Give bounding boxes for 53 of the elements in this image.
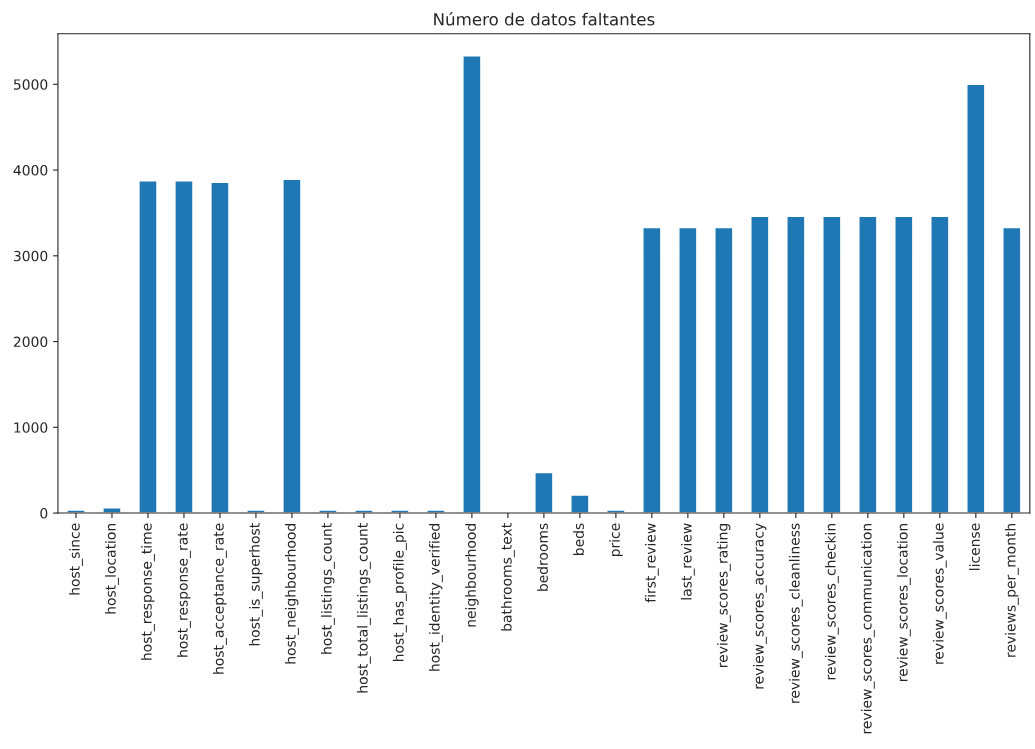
x-tick-label: beds: [573, 523, 584, 555]
bar: [534, 471, 554, 514]
bar: [210, 181, 230, 514]
x-tick-label: review_scores_accuracy: [752, 523, 767, 689]
bar: [174, 180, 194, 514]
x-tick-label: review_scores_cleanliness: [788, 523, 803, 703]
y-tick-label: 1000: [14, 422, 48, 433]
y-tick-label: 4000: [13, 165, 48, 176]
x-tick-label: host_response_time: [141, 523, 155, 660]
x-tick-label: bathrooms_text: [500, 523, 515, 631]
bar: [138, 180, 158, 514]
bar: [786, 215, 806, 514]
x-tick-label: host_total_listings_count: [357, 523, 371, 693]
x-tick-label: host_acceptance_rate: [213, 523, 227, 674]
bar: [966, 83, 986, 514]
x-tick-label: review_scores_rating: [716, 524, 731, 668]
x-tick-label: review_scores_location: [896, 523, 911, 681]
bar: [102, 507, 122, 514]
bar: [570, 494, 590, 514]
x-tick-label: host_identity_verified: [428, 524, 443, 671]
bar: [750, 215, 770, 514]
bar: [822, 215, 842, 514]
x-tick-label: host_is_superhost: [249, 523, 263, 646]
x-tick-label: host_listings_count: [321, 523, 335, 654]
x-tick-label: review_scores_communication: [860, 523, 875, 734]
x-tick-label: host_response_rate: [177, 523, 191, 657]
x-tick-label: host_has_profile_pic: [393, 523, 407, 662]
y-tick-label: 2000: [13, 336, 48, 348]
bar: [678, 226, 698, 514]
y-tick-label: 0: [40, 508, 48, 519]
x-tick-label: price: [609, 523, 623, 557]
x-tick-label: host_since: [69, 523, 83, 595]
y-tick-label: 5000: [13, 79, 48, 90]
bar: [642, 226, 662, 514]
x-tick-label: host_location: [105, 523, 119, 614]
bar: [1002, 226, 1022, 514]
x-tick-label: bedrooms: [537, 523, 548, 591]
x-tick-label: host_neighbourhood: [285, 524, 299, 664]
bar: [858, 215, 878, 514]
bar: [462, 55, 482, 514]
x-tick-label: review_scores_value: [932, 523, 947, 664]
bar: [930, 215, 950, 514]
x-tick-label: last_review: [680, 523, 695, 600]
x-tick-label: neighbourhood: [465, 524, 479, 627]
chart-title: Número de datos faltantes: [434, 12, 655, 26]
bar: [894, 215, 914, 514]
x-tick-label: review_scores_checkin: [824, 523, 839, 680]
bar: [714, 226, 734, 514]
x-tick-label: reviews_per_month: [1004, 523, 1019, 657]
bar: [282, 178, 302, 514]
x-tick-label: license: [969, 523, 980, 570]
x-tick-label: first_review: [644, 523, 659, 603]
y-tick-label: 3000: [13, 250, 48, 262]
